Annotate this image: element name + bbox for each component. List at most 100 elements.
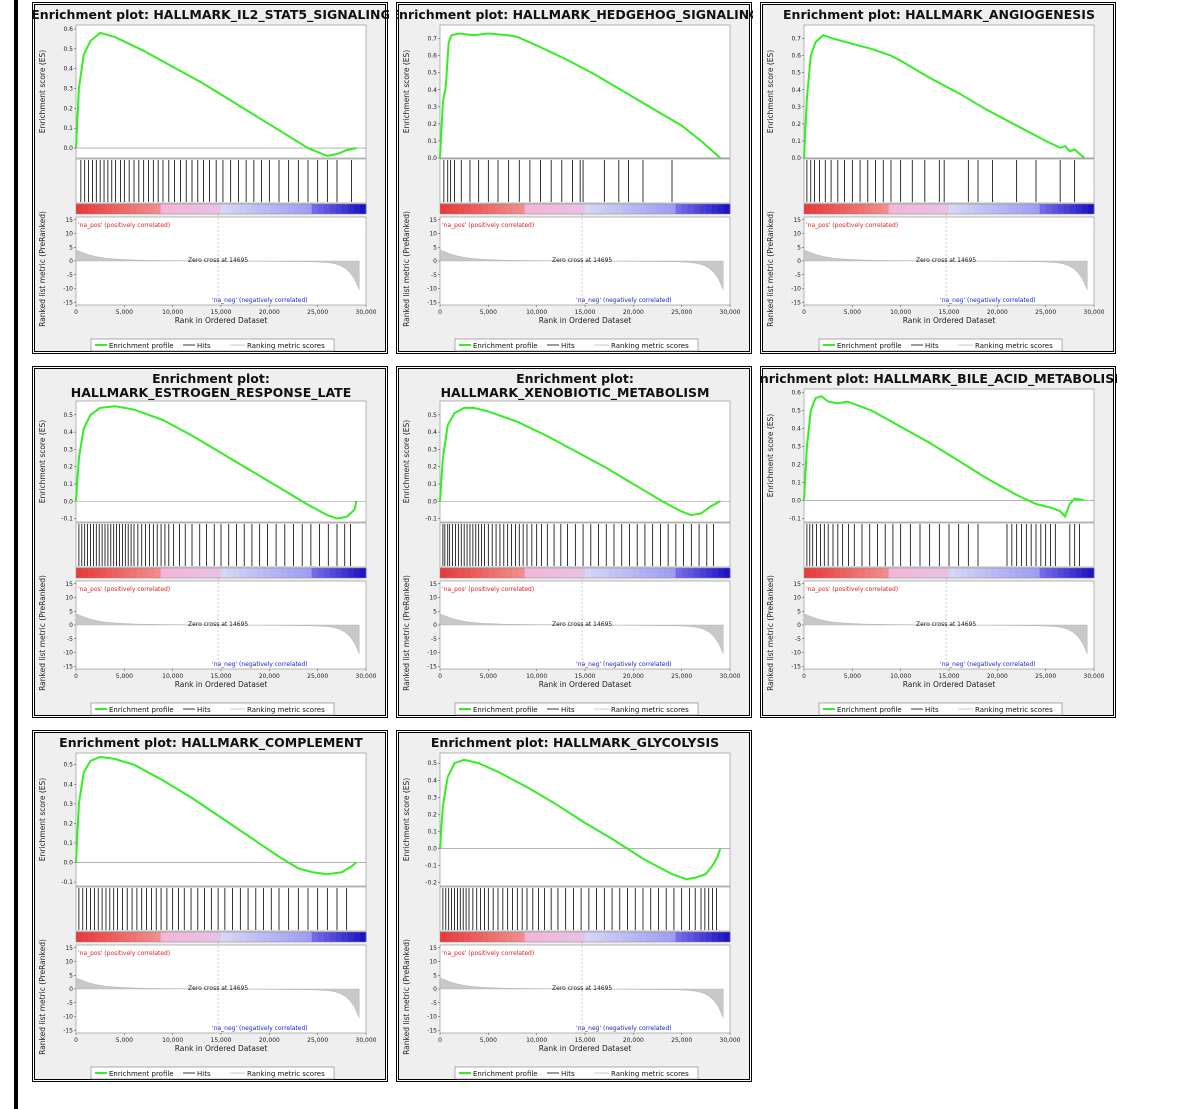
enrichment-chart-3: Enrichment plot: HALLMARK_ANGIOGENESIS 0.… (766, 7, 1105, 352)
heatmap-cell (955, 204, 962, 214)
heatmap-cell (341, 932, 349, 942)
heatmap-cell (233, 932, 240, 942)
heatmap-cell (329, 932, 337, 942)
x-axis-label: Rank in Ordered Dataset (903, 680, 996, 689)
heatmap-cell (924, 568, 932, 578)
heatmap-cell (347, 568, 355, 578)
heatmap-cell (949, 568, 956, 578)
heatmap-cell (1075, 204, 1083, 214)
heatmap-cell (112, 568, 119, 578)
heatmap-cell (335, 568, 343, 578)
legend-box (90, 1066, 335, 1080)
es-y-tick-label: 0.7 (427, 36, 437, 43)
chart-title-line-2: HALLMARK_ESTROGEN_RESPONSE_LATE (71, 385, 352, 401)
heatmap-cell (717, 932, 725, 942)
heatmap-cell (446, 204, 453, 214)
heatmap-cell (178, 568, 186, 578)
heatmap-cell (906, 204, 914, 214)
heatmap-cell (973, 204, 980, 214)
legend-hits-label: Hits (561, 706, 575, 714)
heatmap-cell (979, 204, 986, 214)
heatmap-cell (578, 568, 586, 578)
heatmap-cell (500, 204, 507, 214)
heatmap-cell (112, 204, 119, 214)
heatmap-cell (681, 932, 689, 942)
heatmap-cell (1075, 568, 1083, 578)
positive-label: 'na_pos' (positively correlated) (442, 950, 534, 957)
heatmap-cell (124, 568, 131, 578)
heatmap-cell (876, 204, 883, 214)
es-plot-area (75, 24, 367, 159)
heatmap-cell (585, 204, 592, 214)
enrichment-panel-1: Enrichment plot: HALLMARK_IL2_STAT5_SIGN… (32, 2, 389, 354)
ranking-metric-area (75, 613, 360, 654)
es-y-tick-label: 0.3 (791, 104, 801, 111)
heatmap-cell (1057, 568, 1065, 578)
heatmap-cell (657, 204, 664, 214)
x-axis-label: Rank in Ordered Dataset (175, 1044, 268, 1053)
heatmap-cell (900, 568, 908, 578)
heatmap-cell (94, 568, 101, 578)
heatmap-cell (494, 932, 501, 942)
legend-enrichment-label: Enrichment profile (109, 342, 174, 350)
heatmap-cell (482, 932, 489, 942)
es-y-tick-label: 0.5 (63, 762, 73, 769)
es-y-tick-label: 0.1 (63, 125, 73, 132)
legend: Enrichment profile Hits Ranking metric sco… (454, 338, 699, 352)
heatmap-cell (1021, 204, 1028, 214)
heatmap-cell (118, 568, 125, 578)
heatmap-cell (154, 932, 161, 942)
metric-y-tick-label: 10 (429, 595, 437, 602)
heatmap-cell (130, 568, 137, 578)
metric-y-tick-label: 15 (65, 945, 73, 952)
x-tick-label: 15,000 (575, 673, 596, 680)
enrichment-profile-line (803, 34, 1085, 159)
x-tick-label: 30,000 (720, 673, 741, 680)
heatmap-cell (287, 568, 294, 578)
metric-axis-label: Ranked list metric (PreRanked) (766, 575, 775, 691)
legend-enrichment-label: Enrichment profile (473, 342, 538, 350)
heatmap-cell (476, 932, 483, 942)
heatmap-cell (717, 568, 725, 578)
zero-cross-label: Zero cross at 14695 (188, 621, 248, 628)
legend-box (818, 702, 1063, 716)
heatmap-cell (178, 932, 186, 942)
heatmap-cell (221, 204, 228, 214)
heatmap-cell (1045, 568, 1053, 578)
heatmap-cell (615, 568, 622, 578)
zero-cross-label: Zero cross at 14695 (916, 621, 976, 628)
x-axis-label: Rank in Ordered Dataset (175, 680, 268, 689)
heatmap-cell (597, 932, 604, 942)
legend-hits-label: Hits (197, 706, 211, 714)
x-tick-label: 25,000 (671, 673, 692, 680)
legend-box (90, 338, 335, 352)
x-tick-label: 5,000 (844, 673, 861, 680)
heatmap-cell (524, 932, 532, 942)
zero-cross-label: Zero cross at 14695 (552, 621, 612, 628)
heatmap-cell (1051, 568, 1059, 578)
x-tick-label: 0 (74, 673, 78, 680)
heatmap-cell (804, 568, 811, 578)
x-tick-label: 10,000 (526, 1037, 547, 1044)
metric-y-tick-label: -10 (427, 1014, 437, 1021)
heatmap-cell (822, 568, 829, 578)
heatmap-cell (967, 204, 974, 214)
x-tick-label: 15,000 (575, 309, 596, 316)
metric-axis-label: Ranked list metric (PreRanked) (402, 211, 411, 327)
metric-y-tick-label: -5 (67, 1000, 73, 1007)
metric-y-tick-label: -10 (63, 286, 73, 293)
es-axis-label: Enrichment score (ES) (38, 778, 47, 861)
heatmap-cell (870, 568, 877, 578)
x-tick-label: 10,000 (526, 309, 547, 316)
heatmap-cell (828, 204, 835, 214)
chart-title-line-1: Enrichment plot: HALLMARK_BILE_ACID_META… (761, 371, 1117, 387)
heatmap-cell (645, 932, 652, 942)
metric-y-tick-label: -5 (795, 272, 801, 279)
metric-y-tick-label: 0 (69, 986, 73, 993)
es-y-tick-label: 0.2 (791, 121, 801, 128)
es-plot-area (439, 400, 731, 523)
heatmap-cell (311, 568, 319, 578)
es-axis-label: Enrichment score (ES) (38, 420, 47, 503)
metric-y-tick-label: -10 (63, 650, 73, 657)
metric-y-tick-label: -5 (795, 636, 801, 643)
